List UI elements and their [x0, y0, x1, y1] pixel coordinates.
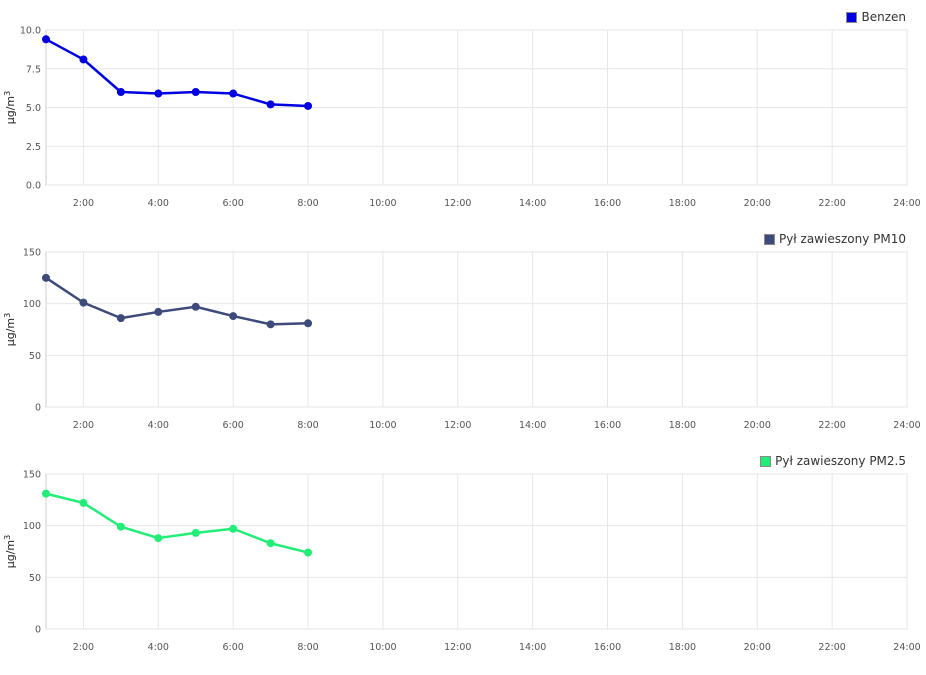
x-tick-label: 12:00	[444, 420, 471, 431]
chart-panel-2: 0 50 100 150 2:00 4:00 6:00 8:00 10:00 12:00 14:00…	[0, 222, 926, 444]
x-tick-label: 16:00	[594, 642, 621, 653]
x-tick-label: 10:00	[369, 420, 396, 431]
x-tick-label: 8:00	[297, 642, 318, 653]
data-point[interactable]: 8:00: 74	[304, 548, 313, 557]
legend-label: Benzen	[861, 10, 906, 24]
x-tick-label: 2:00	[73, 198, 94, 209]
y-tick-label: 50	[29, 351, 41, 362]
y-tick-label: 7.5	[26, 64, 41, 75]
y-tick-label: 0	[35, 403, 41, 414]
y-axis-title: µg/m3	[3, 535, 17, 569]
data-point[interactable]: 2:00: 8.1	[79, 55, 88, 64]
data-point[interactable]: 7:00: 83	[266, 539, 275, 548]
legend-swatch	[846, 11, 858, 23]
data-point[interactable]: 4:00: 88	[154, 534, 163, 543]
data-point[interactable]: 6:00: 88	[229, 312, 238, 321]
series-line	[45, 492, 309, 554]
series-line	[45, 38, 309, 108]
x-tick-label: 20:00	[744, 420, 771, 431]
x-tick-label: 10:00	[369, 198, 396, 209]
x-tick-label: 4:00	[148, 642, 169, 653]
legend-label: Pył zawieszony PM10	[778, 232, 906, 246]
chart-svg: 0.0 2.5 5.0 7.5 10.0 2:00 4:00 6:00 8:00 10:00 12:…	[3, 26, 921, 210]
y-tick-label: 5.0	[26, 103, 41, 114]
x-tick-label: 20:00	[744, 642, 771, 653]
y-tick-label: 0	[35, 625, 41, 636]
legend-item[interactable]: Benzen	[846, 10, 906, 24]
y-tick-label: 10.0	[20, 26, 41, 37]
data-point[interactable]: 8:00: 5.1	[304, 101, 313, 110]
data-point[interactable]: 5:00: 97	[191, 302, 200, 311]
x-tick-label: 4:00	[148, 198, 169, 209]
x-tick-label: 2:00	[73, 420, 94, 431]
x-tick-label: 24:00	[893, 198, 920, 209]
plot-area-frame	[45, 251, 908, 408]
data-point[interactable]: 4:00: 5.9	[154, 89, 163, 98]
y-tick-label: 2.5	[26, 142, 41, 153]
data-point[interactable]: 7:00: 5.2	[266, 100, 275, 109]
x-tick-label: 18:00	[669, 420, 696, 431]
y-tick-label: 100	[23, 299, 41, 310]
x-tick-label: 8:00	[297, 198, 318, 209]
plot-area-frame	[45, 473, 908, 630]
y-tick-label: 50	[29, 573, 41, 584]
data-point[interactable]: 3:00: 6	[116, 88, 125, 96]
data-point[interactable]: 6:00: 97	[229, 524, 238, 533]
x-tick-label: 10:00	[369, 642, 396, 653]
x-tick-label: 14:00	[519, 642, 546, 653]
legend-item[interactable]: Pył zawieszony PM2.5	[760, 454, 906, 468]
x-tick-label: 22:00	[818, 642, 845, 653]
x-tick-label: 2:00	[73, 642, 94, 653]
x-tick-label: 12:00	[444, 642, 471, 653]
x-tick-label: 6:00	[223, 420, 244, 431]
data-point[interactable]: 5:00: 93	[191, 528, 200, 537]
y-axis-title: µg/m3	[3, 313, 17, 347]
x-tick-label: 6:00	[223, 642, 244, 653]
data-point[interactable]: 1:00: 131	[42, 489, 50, 498]
y-tick-label: 150	[23, 248, 41, 259]
x-tick-label: 18:00	[669, 642, 696, 653]
data-point[interactable]: 2:00: 101	[79, 298, 88, 307]
x-tick-label: 12:00	[444, 198, 471, 209]
x-tick-label: 18:00	[669, 198, 696, 209]
x-tick-label: 22:00	[818, 198, 845, 209]
data-point[interactable]: 2:00: 122	[79, 498, 88, 507]
x-tick-label: 16:00	[594, 198, 621, 209]
data-point[interactable]: 8:00: 81	[304, 319, 313, 328]
data-point[interactable]: 1:00: 9.4	[42, 35, 50, 44]
legend-item[interactable]: Pył zawieszony PM10	[763, 232, 906, 246]
data-point[interactable]: 5:00: 6	[191, 88, 200, 96]
x-tick-label: 24:00	[893, 420, 920, 431]
legend-swatch	[760, 455, 772, 467]
data-point[interactable]: 6:00: 5.9	[229, 89, 238, 98]
x-tick-label: 24:00	[893, 642, 920, 653]
chart-svg: 0 50 100 150 2:00 4:00 6:00 8:00 10:00 12:00 14:00…	[3, 470, 921, 654]
y-tick-label: 150	[23, 470, 41, 481]
series-line	[45, 276, 309, 326]
chart-panel-1: 0.0 2.5 5.0 7.5 10.0 2:00 4:00 6:00 8:00 10:00 12:…	[0, 0, 926, 222]
x-tick-label: 8:00	[297, 420, 318, 431]
x-tick-label: 20:00	[744, 198, 771, 209]
data-point[interactable]: 3:00: 99	[116, 522, 125, 531]
legend-swatch	[763, 233, 775, 245]
data-point[interactable]: 4:00: 92	[154, 307, 163, 316]
data-point[interactable]: 3:00: 86	[116, 314, 125, 323]
y-tick-label: 100	[23, 521, 41, 532]
legend-label: Pył zawieszony PM2.5	[775, 454, 906, 468]
data-point[interactable]: 1:00: 125	[42, 273, 50, 282]
x-tick-label: 14:00	[519, 198, 546, 209]
x-tick-label: 16:00	[594, 420, 621, 431]
x-tick-label: 22:00	[818, 420, 845, 431]
chart-panel-3: 0 50 100 150 2:00 4:00 6:00 8:00 10:00 12:00 14:00…	[0, 444, 926, 666]
x-tick-label: 6:00	[223, 198, 244, 209]
data-point[interactable]: 7:00: 80	[266, 320, 275, 329]
y-axis-title: µg/m3	[3, 91, 17, 125]
y-tick-label: 0.0	[26, 181, 41, 192]
chart-svg: 0 50 100 150 2:00 4:00 6:00 8:00 10:00 12:00 14:00…	[3, 248, 921, 432]
x-tick-label: 14:00	[519, 420, 546, 431]
x-tick-label: 4:00	[148, 420, 169, 431]
